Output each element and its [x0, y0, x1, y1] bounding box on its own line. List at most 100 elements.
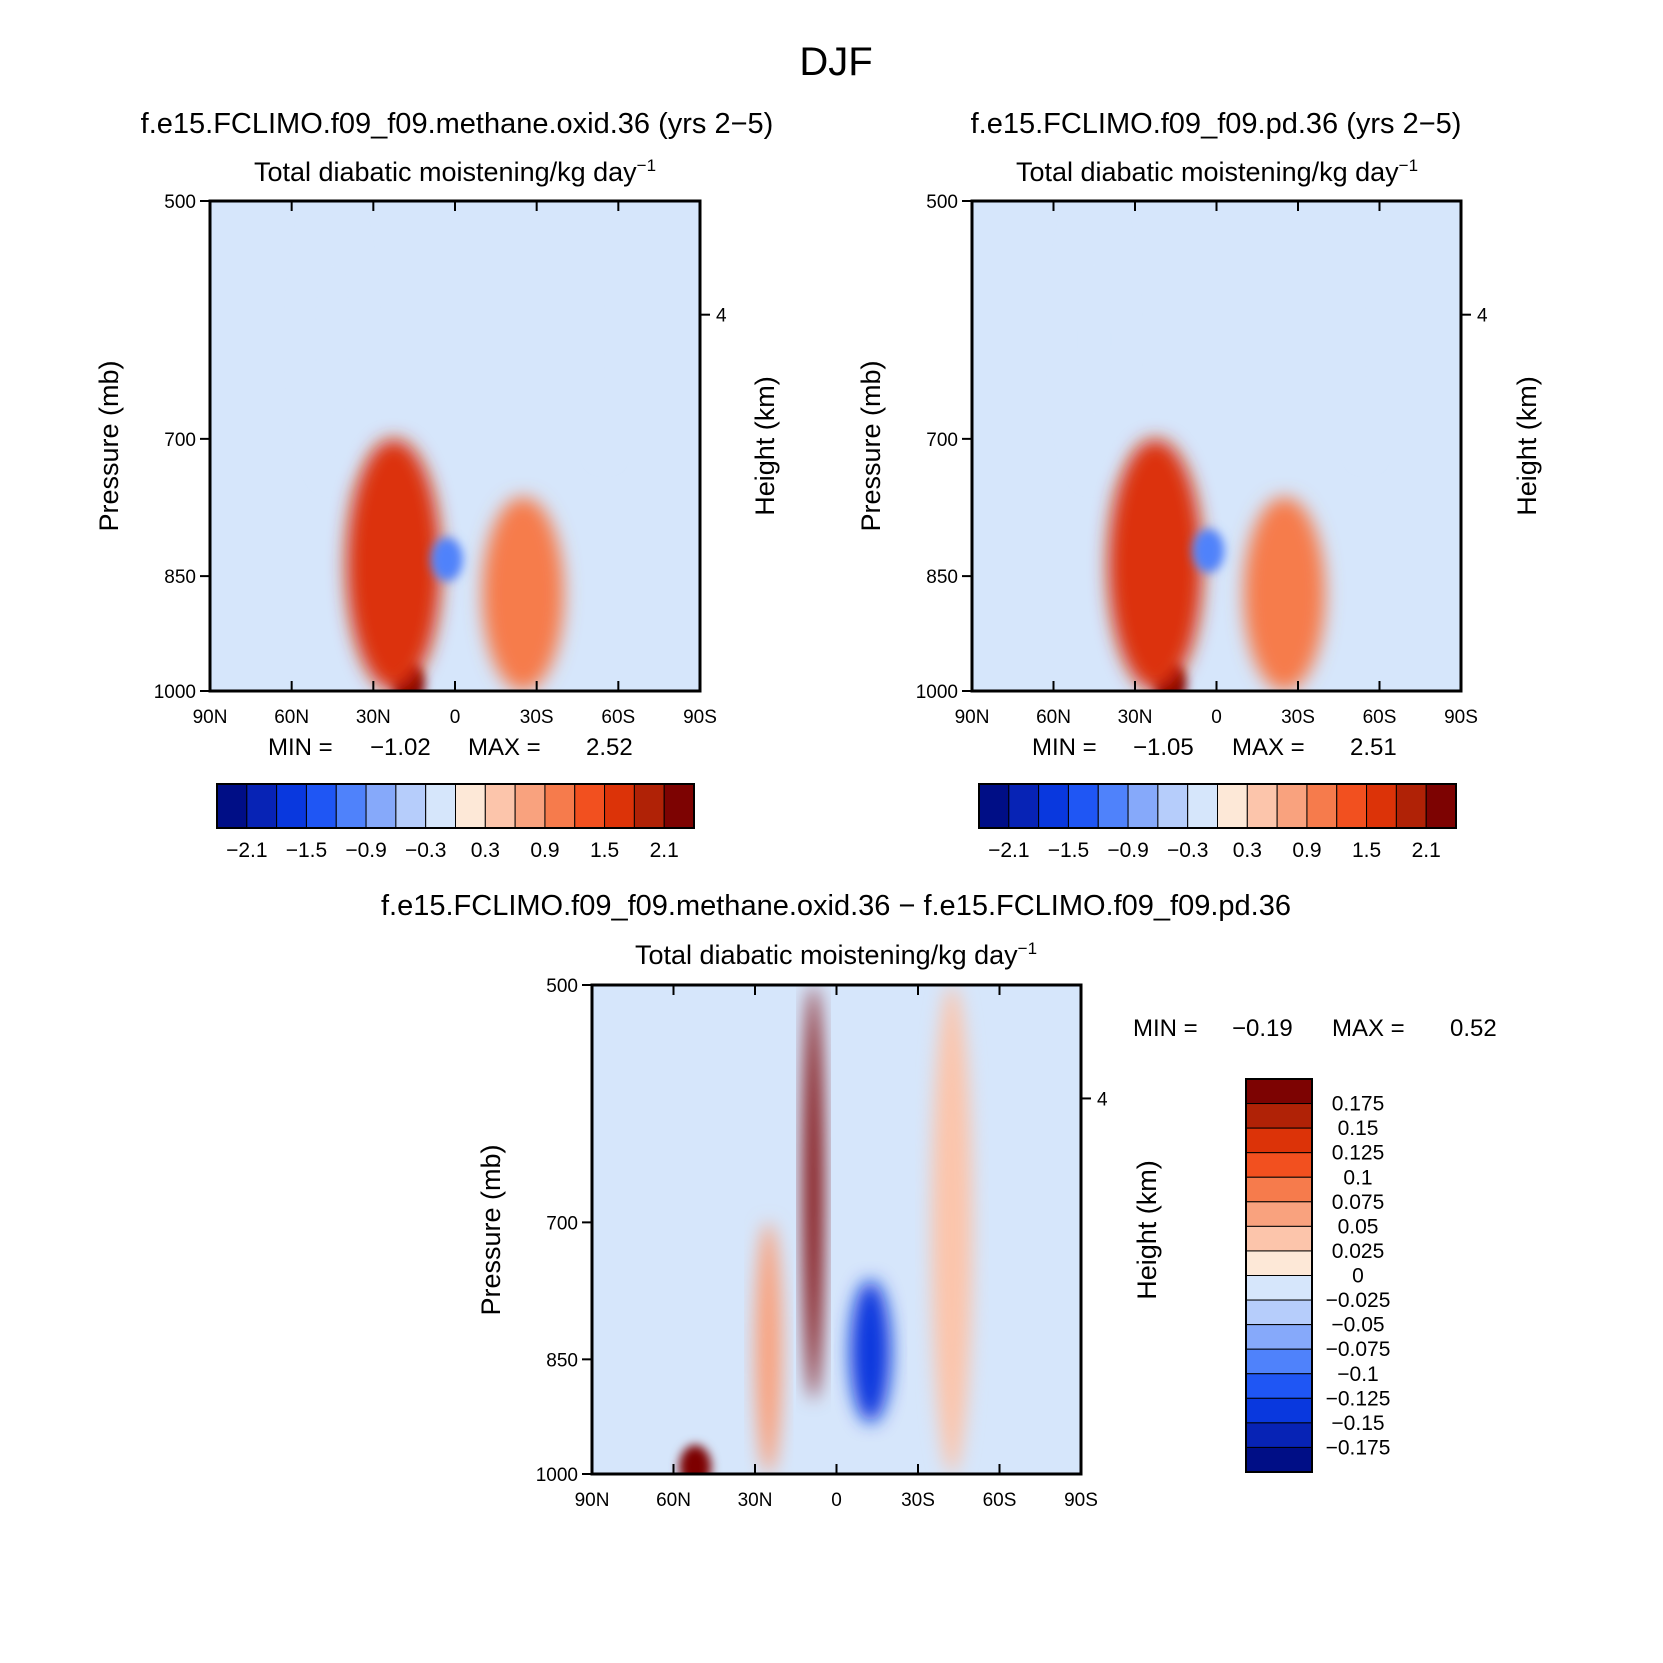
colorbar-label: −0.025: [1326, 1289, 1391, 1312]
min-label: MIN =: [268, 734, 333, 761]
colorbar-label: −0.075: [1326, 1338, 1391, 1361]
contour-field: [210, 201, 700, 691]
y-axis-label: Pressure (mb): [94, 360, 124, 531]
field-background: [210, 201, 700, 691]
colorbar-box: [1245, 1446, 1313, 1473]
colorbar-box: [1038, 783, 1069, 829]
x-tick-label: 60S: [1363, 707, 1397, 728]
x-tick-label: 0: [831, 1490, 842, 1511]
panel-methane-oxid: f.e15.FCLIMO.f09_f09.methane.oxid.36 (yr…: [94, 108, 780, 862]
height-tick-label: 4: [716, 306, 727, 327]
x-tick-label: 60N: [1036, 707, 1071, 728]
y-tick-label: 700: [164, 430, 196, 451]
colorbar-label: −0.9: [345, 839, 386, 862]
y-tick-label: 1000: [916, 682, 958, 703]
colorbar-box: [1245, 1078, 1313, 1105]
contour-region: [803, 985, 823, 1400]
contour-region: [591, 201, 619, 459]
colorbar-box: [1306, 783, 1338, 829]
y-tick-label: 500: [546, 976, 578, 997]
colorbar-label: 1.5: [1352, 839, 1381, 862]
min-value: −0.19: [1232, 1015, 1293, 1042]
colorbar-box: [1157, 783, 1189, 829]
colorbar-frame: [978, 783, 1457, 829]
colorbar-box: [1336, 783, 1368, 829]
colorbar-label: −0.9: [1107, 839, 1148, 862]
colorbar-box: [1245, 1103, 1313, 1129]
colorbar-label: −0.15: [1331, 1412, 1384, 1435]
colorbar-box: [1245, 1152, 1313, 1178]
colorbar-label: −2.1: [226, 839, 267, 862]
y-axis-label: Pressure (mb): [476, 1144, 506, 1315]
colorbar-box: [1366, 783, 1397, 829]
colorbar-box: [1187, 783, 1218, 829]
colorbar-box: [425, 783, 456, 829]
x-tick-label: 30S: [901, 1490, 935, 1511]
colorbar-box: [1245, 1225, 1313, 1252]
colorbar-box: [246, 783, 278, 829]
colorbar-label: −0.175: [1326, 1436, 1391, 1459]
x-tick-label: 0: [1211, 707, 1222, 728]
colorbar-box: [1245, 1176, 1313, 1203]
colorbar-box: [1097, 783, 1129, 829]
contour-extremum: [1192, 528, 1225, 573]
max-label: MAX =: [468, 734, 541, 761]
colorbar-box: [455, 783, 486, 829]
panel-title: f.e15.FCLIMO.f09_f09.pd.36 (yrs 2−5): [971, 108, 1462, 140]
x-tick-label: 60N: [274, 707, 309, 728]
colorbar-box: [1245, 1397, 1313, 1424]
colorbar-label: −0.125: [1326, 1387, 1391, 1410]
colorbar-box: [1245, 1250, 1313, 1276]
contour-region: [1067, 201, 1122, 479]
y-tick-label: 1000: [154, 682, 196, 703]
x-tick-label: 90S: [683, 707, 717, 728]
max-value: 2.51: [1350, 734, 1397, 761]
colorbar-label: 0.3: [471, 839, 500, 862]
colorbar-label: 0.075: [1332, 1191, 1385, 1214]
colorbar: 0.1750.150.1250.10.0750.050.0250−0.025−0…: [1245, 1078, 1391, 1473]
colorbar-label: 0.125: [1332, 1142, 1385, 1165]
max-label: MAX =: [1332, 1015, 1405, 1042]
colorbar-label: 0.9: [1292, 839, 1321, 862]
colorbar-label: −1.5: [286, 839, 327, 862]
variable-label: Total diabatic moistening/kg day−1: [254, 156, 656, 187]
x-tick-label: 90N: [955, 707, 990, 728]
x-tick-label: 90S: [1064, 1490, 1098, 1511]
min-label: MIN =: [1133, 1015, 1198, 1042]
panel-title: f.e15.FCLIMO.f09_f09.methane.oxid.36 (yr…: [141, 108, 774, 140]
x-tick-label: 90N: [193, 707, 228, 728]
colorbar-box: [1245, 1373, 1313, 1399]
colorbar-box: [276, 783, 307, 829]
contour-region: [1107, 438, 1203, 691]
y-tick-label: 700: [926, 430, 958, 451]
colorbar-label: 2.1: [1412, 839, 1441, 862]
colorbar-box: [484, 783, 516, 829]
variable-label: Total diabatic moistening/kg day−1: [635, 939, 1037, 970]
colorbar-label: −0.1: [1337, 1363, 1378, 1386]
colorbar-label: 0.025: [1332, 1240, 1385, 1263]
colorbar-label: 2.1: [650, 839, 679, 862]
colorbar-box: [574, 783, 606, 829]
colorbar-box: [604, 783, 635, 829]
colorbar-box: [978, 783, 1010, 829]
x-tick-label: 90N: [575, 1490, 610, 1511]
min-label: MIN =: [1032, 734, 1097, 761]
colorbar-box: [514, 783, 546, 829]
colorbar-label: 0.3: [1233, 839, 1262, 862]
colorbar-label: 1.5: [590, 839, 619, 862]
colorbar-label: 0: [1352, 1265, 1364, 1288]
min-value: −1.02: [370, 734, 431, 761]
colorbar-label: −0.3: [1167, 839, 1208, 862]
colorbar-box: [216, 783, 248, 829]
field-background: [592, 985, 1081, 1474]
max-value: 0.52: [1450, 1015, 1497, 1042]
colorbar-box: [1245, 1127, 1313, 1154]
colorbar-box: [1245, 1299, 1313, 1326]
y-tick-label: 1000: [536, 1465, 578, 1486]
y-tick-label: 700: [546, 1213, 578, 1234]
field-background: [972, 201, 1461, 691]
colorbar-box: [1127, 783, 1159, 829]
colorbar-box: [1245, 1324, 1313, 1350]
colorbar-box: [395, 783, 427, 829]
